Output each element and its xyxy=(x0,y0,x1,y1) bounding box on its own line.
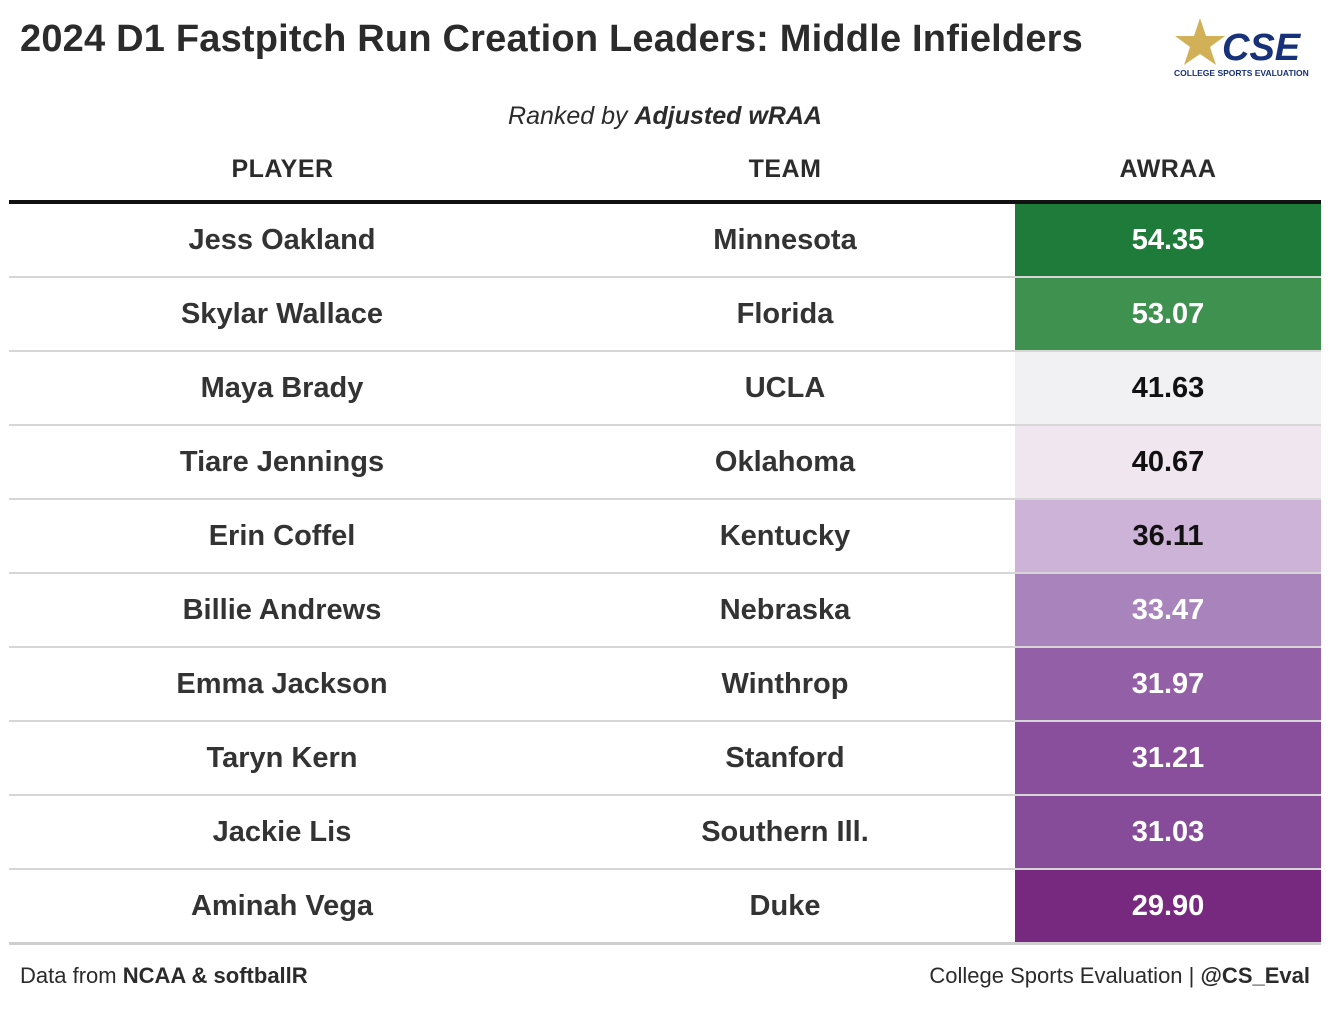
subtitle-prefix: Ranked by xyxy=(508,102,635,130)
team-name: Southern Ill. xyxy=(701,815,869,848)
table-row: Jess Oakland Minnesota 54.35 xyxy=(9,204,1321,278)
awraa-value: 54.35 xyxy=(1015,204,1321,276)
awraa-value: 33.47 xyxy=(1015,574,1321,646)
column-header-team: TEAM xyxy=(748,155,822,183)
footer-source-name: NCAA & softballR xyxy=(122,963,308,988)
team-name: Florida xyxy=(736,297,834,330)
table-row: Taryn Kern Stanford 31.21 xyxy=(9,722,1321,796)
star-icon xyxy=(1175,18,1225,65)
table-row: Skylar Wallace Florida 53.07 xyxy=(9,278,1321,352)
table-row: Billie Andrews Nebraska 33.47 xyxy=(9,574,1321,648)
player-name: Emma Jackson xyxy=(176,667,388,700)
team-name: Nebraska xyxy=(719,593,851,626)
logo-text: CSE xyxy=(1222,27,1302,69)
player-name: Jackie Lis xyxy=(212,815,352,848)
table-row: Emma Jackson Winthrop 31.97 xyxy=(9,648,1321,722)
awraa-value: 40.67 xyxy=(1015,426,1321,498)
player-name: Aminah Vega xyxy=(190,889,374,922)
awraa-value: 29.90 xyxy=(1015,870,1321,942)
column-header-player: PLAYER xyxy=(231,155,334,183)
footer-source: Data from NCAA & softballR xyxy=(20,963,308,989)
page-title: 2024 D1 Fastpitch Run Creation Leaders: … xyxy=(20,18,1083,60)
team-name: Stanford xyxy=(725,741,845,774)
player-name: Maya Brady xyxy=(200,371,364,404)
team-name: Minnesota xyxy=(713,223,857,256)
subtitle-metric: Adjusted wRAA xyxy=(634,102,822,130)
player-name: Billie Andrews xyxy=(182,593,382,626)
table-row: Aminah Vega Duke 29.90 xyxy=(9,870,1321,945)
awraa-value: 31.03 xyxy=(1015,796,1321,868)
team-name: UCLA xyxy=(744,371,826,404)
table-row: Maya Brady UCLA 41.63 xyxy=(9,352,1321,426)
player-name: Tiare Jennings xyxy=(179,445,385,478)
table-row: Erin Coffel Kentucky 36.11 xyxy=(9,500,1321,574)
team-name: Winthrop xyxy=(721,667,849,700)
awraa-value: 36.11 xyxy=(1015,500,1321,572)
awraa-value: 41.63 xyxy=(1015,352,1321,424)
footer-credit: College Sports Evaluation | @CS_Eval xyxy=(929,963,1310,989)
team-name: Kentucky xyxy=(719,519,851,552)
awraa-value: 31.97 xyxy=(1015,648,1321,720)
awraa-value: 53.07 xyxy=(1015,278,1321,350)
cse-logo: CSE COLLEGE SPORTS EVALUATION xyxy=(1174,18,1309,78)
footer-source-prefix: Data from xyxy=(20,963,123,988)
footer-handle: @CS_Eval xyxy=(1200,963,1310,988)
footer-credit-prefix: College Sports Evaluation | xyxy=(929,963,1201,988)
logo-tagline: COLLEGE SPORTS EVALUATION xyxy=(1174,68,1309,78)
player-name: Erin Coffel xyxy=(208,519,356,552)
player-name: Jess Oakland xyxy=(188,223,376,256)
table-row: Jackie Lis Southern Ill. 31.03 xyxy=(9,796,1321,870)
player-name: Taryn Kern xyxy=(206,741,358,774)
subtitle: Ranked by Adjusted wRAA xyxy=(0,102,1330,131)
awraa-value: 31.21 xyxy=(1015,722,1321,794)
table-row: Tiare Jennings Oklahoma 40.67 xyxy=(9,426,1321,500)
player-name: Skylar Wallace xyxy=(180,297,384,330)
column-header-awraa: AWRAA xyxy=(1119,155,1217,183)
header-rule xyxy=(9,200,1321,204)
leaders-table: Jess Oakland Minnesota 54.35 Skylar Wallace… xyxy=(9,204,1321,945)
team-name: Oklahoma xyxy=(714,445,856,478)
team-name: Duke xyxy=(749,889,821,922)
